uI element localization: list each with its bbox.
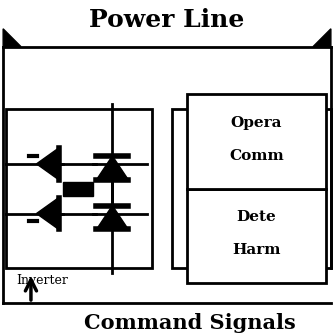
Text: Dete: Dete <box>237 210 276 224</box>
Text: Command Signals: Command Signals <box>84 313 296 333</box>
Text: Opera: Opera <box>230 116 282 130</box>
Bar <box>187 189 326 283</box>
Polygon shape <box>313 29 331 47</box>
Bar <box>187 94 326 189</box>
Text: Inverter: Inverter <box>16 274 68 286</box>
Bar <box>172 109 331 268</box>
Polygon shape <box>96 156 128 180</box>
Text: Comm: Comm <box>229 149 284 163</box>
Polygon shape <box>37 148 59 180</box>
Text: Harm: Harm <box>232 243 281 257</box>
Bar <box>6 109 152 268</box>
Text: Power Line: Power Line <box>89 8 245 32</box>
Polygon shape <box>37 198 59 229</box>
Bar <box>63 182 92 196</box>
Polygon shape <box>3 29 21 47</box>
Polygon shape <box>96 206 128 229</box>
